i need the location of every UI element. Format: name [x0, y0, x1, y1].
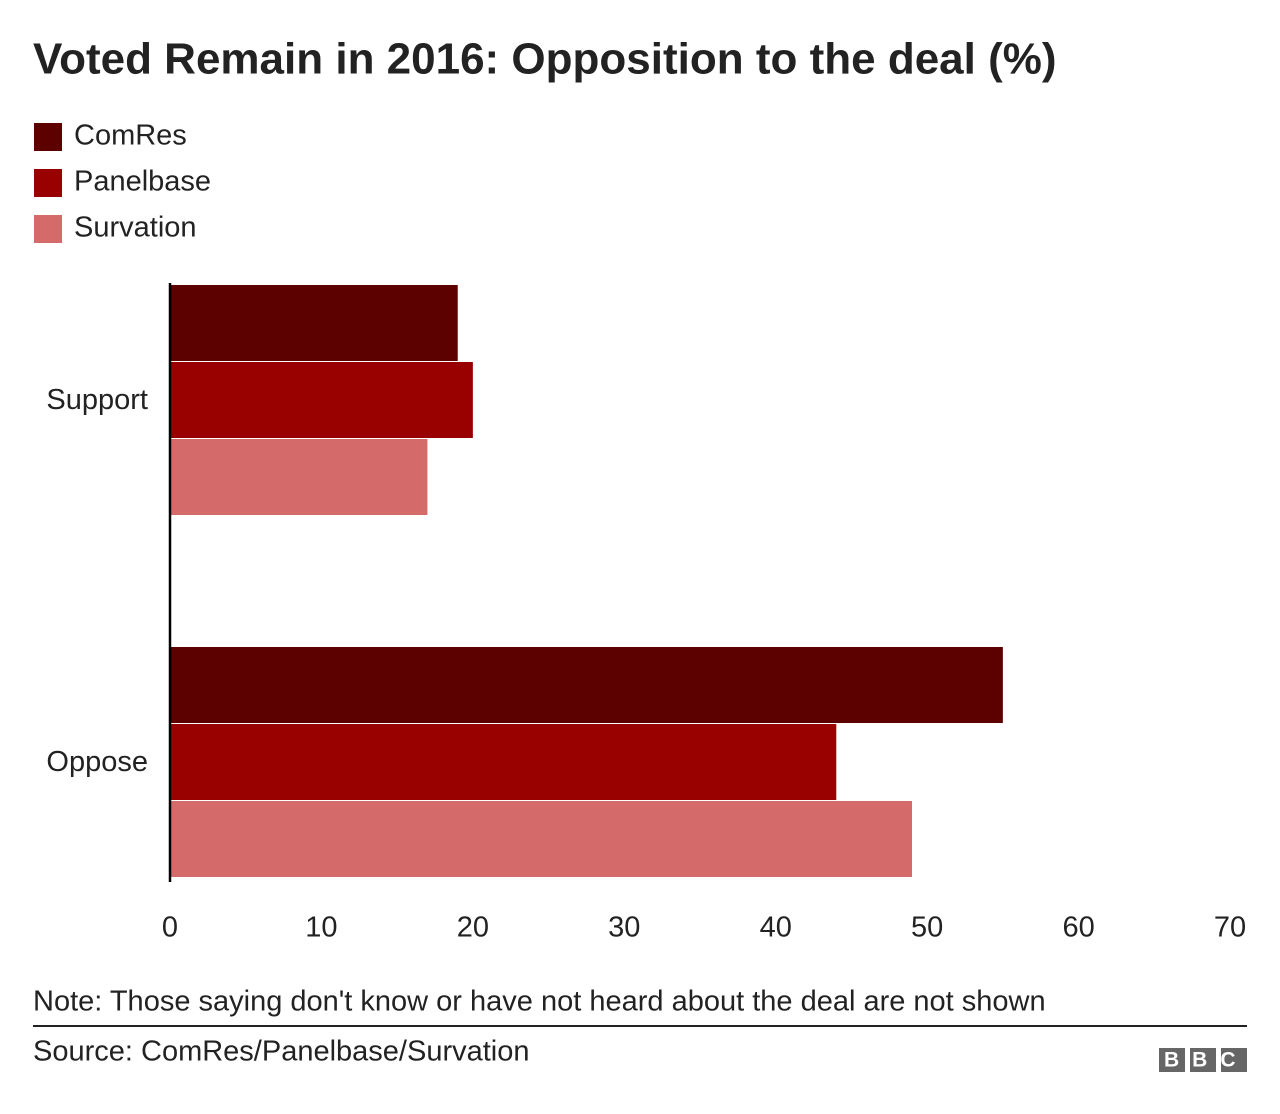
legend-swatch	[34, 169, 62, 197]
x-tick-label: 10	[305, 912, 337, 944]
logo-text: BBC	[1164, 1049, 1249, 1072]
x-tick-label: 30	[608, 912, 640, 944]
bar	[170, 439, 428, 515]
legend-swatch	[34, 215, 62, 243]
bar	[170, 801, 912, 877]
bar	[170, 362, 473, 438]
x-tick-label: 20	[457, 912, 489, 944]
x-tick-label: 60	[1062, 912, 1094, 944]
legend-label: Survation	[74, 212, 197, 244]
logo-box	[1159, 1048, 1185, 1072]
bar	[170, 647, 1003, 723]
source: Source: ComRes/Panelbase/Survation	[33, 1036, 529, 1068]
legend-swatch	[34, 123, 62, 151]
chart-title: Voted Remain in 2016: Opposition to the …	[33, 35, 1057, 84]
bar	[170, 285, 458, 361]
logo-box	[1190, 1048, 1216, 1072]
x-tick-label: 40	[760, 912, 792, 944]
x-tick-label: 50	[911, 912, 943, 944]
y-tick-label: Support	[46, 384, 148, 416]
x-tick-label: 70	[1214, 912, 1246, 944]
bar	[170, 724, 837, 800]
legend-label: Panelbase	[74, 166, 211, 198]
y-tick-label: Oppose	[46, 746, 148, 778]
legend-label: ComRes	[74, 120, 187, 152]
x-tick-label: 0	[162, 912, 178, 944]
logo: BBC	[1159, 1048, 1249, 1072]
note: Note: Those saying don't know or have no…	[33, 986, 1046, 1018]
logo-box	[1221, 1048, 1247, 1072]
